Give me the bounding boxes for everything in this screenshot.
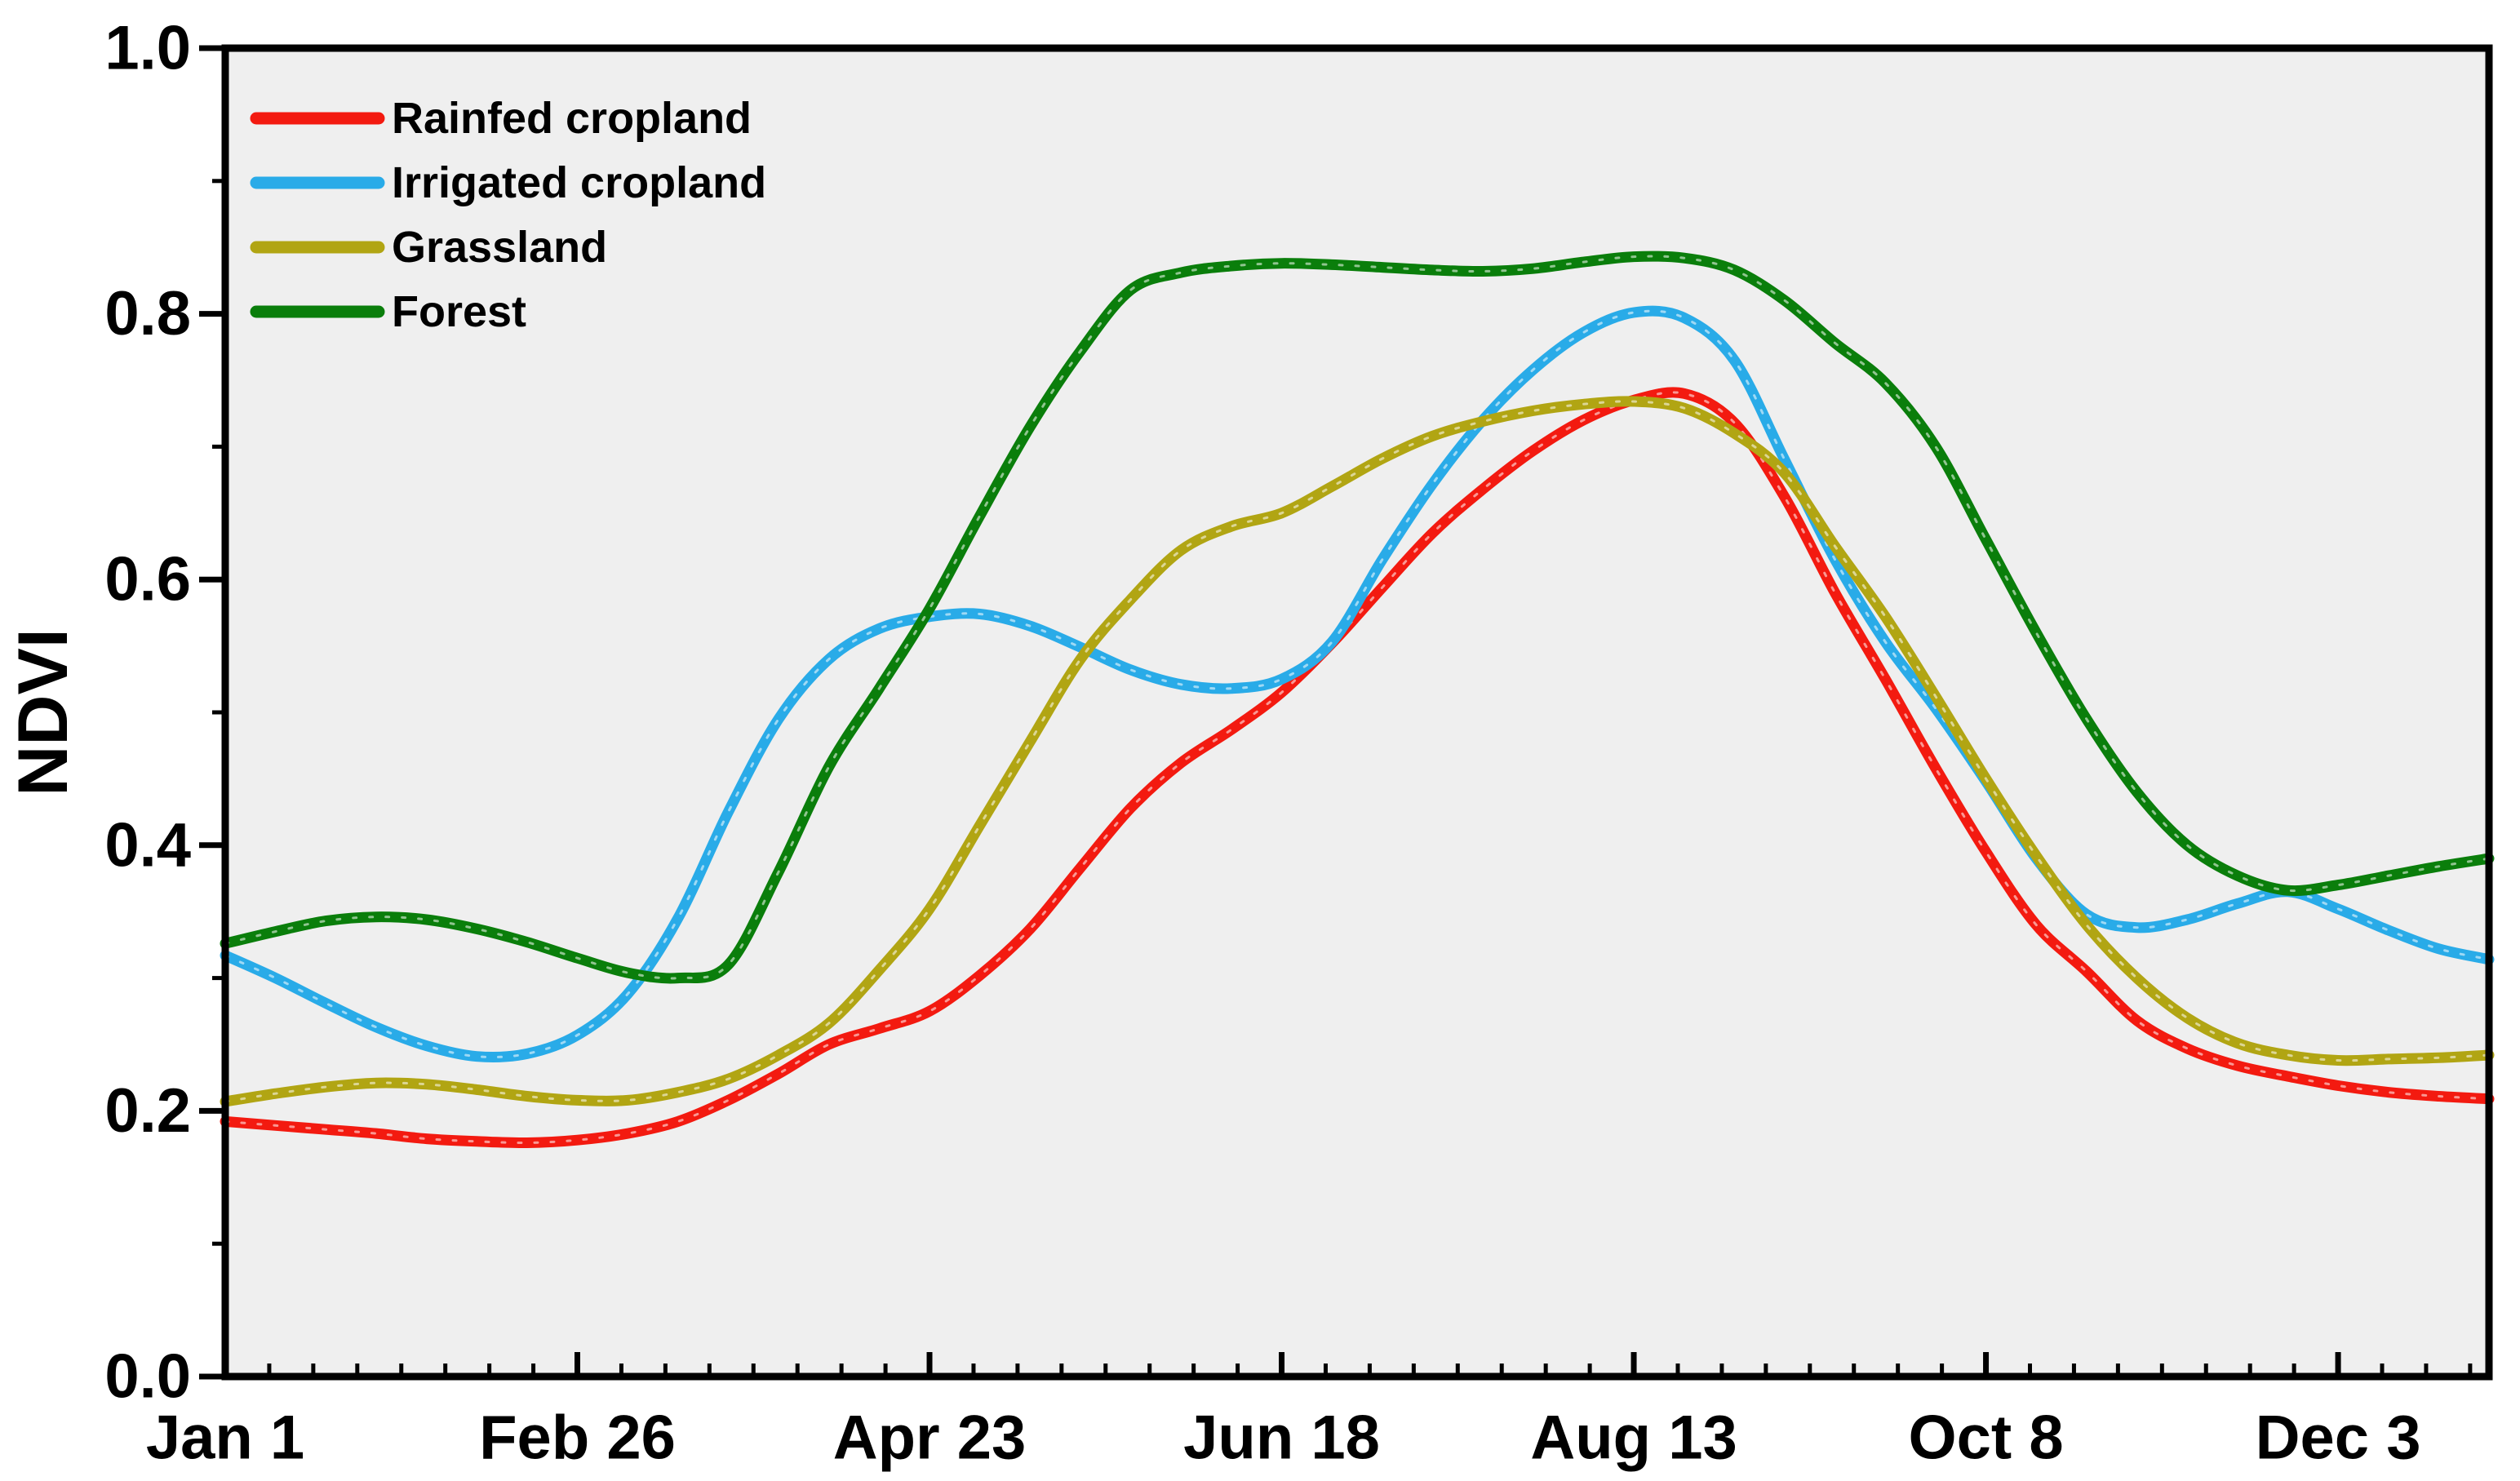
series-line-texture-irrigated-cropland: [224, 309, 2491, 1058]
x-tick-label: Dec 3: [2256, 1403, 2421, 1473]
x-tick-label: Jan 1: [146, 1403, 304, 1473]
legend-label: Irrigated cropland: [392, 158, 766, 207]
legend-item: Forest: [250, 287, 526, 336]
series-line-texture-rainfed-cropland: [224, 391, 2491, 1145]
x-tick-label: Aug 13: [1530, 1403, 1737, 1473]
series-line-texture-grassland: [224, 400, 2491, 1103]
y-axis-ticks: [199, 45, 225, 1380]
y-tick-label: 0.6: [104, 545, 191, 614]
legend-label: Rainfed cropland: [392, 94, 752, 143]
x-tick-label: Apr 23: [833, 1403, 1027, 1473]
y-tick-label: 0.2: [104, 1076, 191, 1146]
series-lines: [220, 251, 2495, 1149]
y-axis-tick-labels: 0.0 0.2 0.4 0.6 0.8 1.0: [104, 14, 191, 1412]
legend-item: Rainfed cropland: [250, 94, 752, 143]
legend-item: Grassland: [250, 223, 607, 272]
x-tick-label: Jun 18: [1183, 1403, 1380, 1473]
y-tick-label: 0.4: [104, 810, 191, 880]
y-tick-label: 0.8: [104, 279, 191, 348]
y-tick-label: 1.0: [104, 14, 191, 83]
x-tick-label: Oct 8: [1909, 1403, 2064, 1473]
legend-label: Forest: [392, 287, 526, 336]
x-tick-label: Feb 26: [479, 1403, 676, 1473]
legend-label: Grassland: [392, 223, 607, 272]
legend: Rainfed cropland Irrigated cropland Grassl…: [250, 94, 766, 336]
series-line-texture-forest: [224, 255, 2491, 980]
legend-item: Irrigated cropland: [250, 158, 766, 207]
plot-frame: [221, 44, 2493, 1381]
y-tick-label: 0.0: [104, 1342, 191, 1412]
y-axis-title: NDVI: [4, 628, 82, 796]
x-axis-tick-labels: Jan 1 Feb 26 Apr 23 Jun 18 Aug 13 Oct 8 Dec 3: [146, 1403, 2421, 1473]
